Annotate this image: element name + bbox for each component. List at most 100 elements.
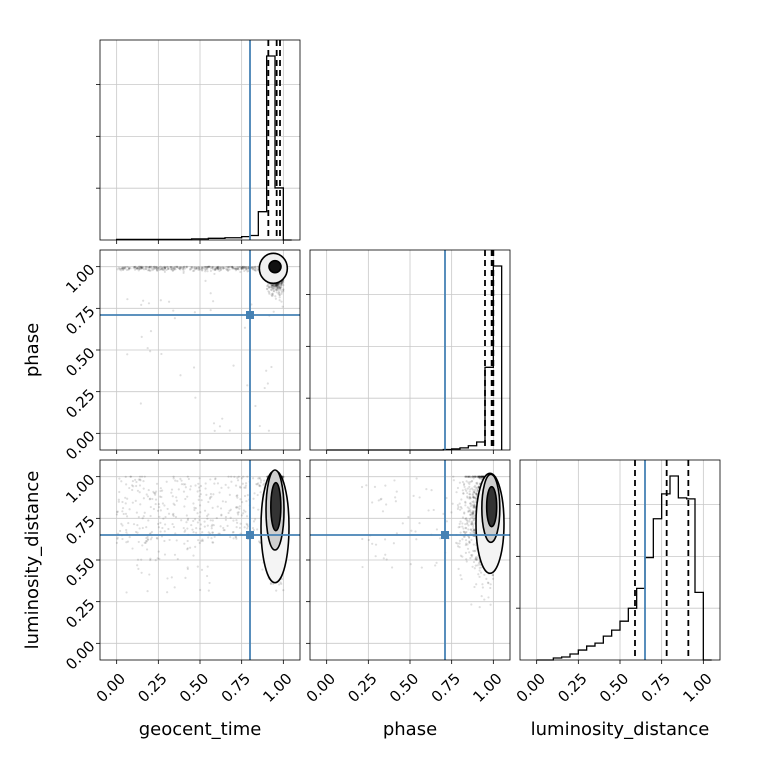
sample-point bbox=[121, 266, 124, 270]
sample-point bbox=[394, 496, 397, 499]
sample-point bbox=[266, 283, 270, 286]
sample-point bbox=[165, 268, 168, 271]
sample-point bbox=[236, 267, 240, 270]
x-tick-label: 0.50 bbox=[386, 670, 422, 706]
sample-point bbox=[182, 266, 185, 269]
sample-point bbox=[280, 281, 283, 284]
sample-point bbox=[252, 266, 255, 269]
sample-point bbox=[208, 265, 211, 269]
sample-point bbox=[469, 502, 472, 505]
sample-point bbox=[278, 293, 281, 296]
sample-point bbox=[197, 266, 201, 269]
sample-point bbox=[445, 496, 448, 500]
sample-point bbox=[475, 493, 478, 496]
sample-point bbox=[140, 558, 143, 561]
sample-point bbox=[196, 490, 199, 493]
sample-point bbox=[481, 475, 484, 478]
sample-point bbox=[477, 573, 480, 576]
sample-point bbox=[393, 479, 396, 482]
sample-point bbox=[477, 561, 481, 565]
sample-point bbox=[251, 268, 254, 271]
sample-point bbox=[195, 267, 198, 271]
sample-point bbox=[206, 517, 209, 520]
sample-point bbox=[206, 270, 209, 273]
sample-point bbox=[459, 520, 462, 523]
sample-point bbox=[240, 266, 243, 269]
sample-point bbox=[471, 493, 474, 496]
sample-point bbox=[191, 528, 194, 531]
sample-point bbox=[471, 475, 474, 478]
sample-point bbox=[271, 284, 275, 288]
sample-point bbox=[144, 266, 147, 269]
sample-point bbox=[259, 481, 262, 484]
sample-point bbox=[473, 488, 477, 492]
sample-point bbox=[478, 575, 481, 578]
sample-point bbox=[467, 475, 471, 478]
sample-point bbox=[282, 475, 285, 478]
sample-point bbox=[480, 475, 483, 478]
sample-point bbox=[251, 527, 255, 530]
sample-point bbox=[175, 539, 178, 542]
sample-point bbox=[464, 475, 468, 478]
sample-point bbox=[475, 558, 478, 561]
sample-point bbox=[159, 487, 162, 490]
sample-point bbox=[167, 300, 171, 303]
sample-point bbox=[190, 266, 193, 269]
sample-point bbox=[224, 483, 227, 486]
sample-point bbox=[127, 268, 130, 271]
sample-point bbox=[275, 285, 279, 288]
sample-point bbox=[161, 502, 165, 505]
sample-point bbox=[472, 519, 475, 522]
sample-point bbox=[190, 266, 194, 269]
x-tick-label: 0.50 bbox=[176, 670, 212, 706]
sample-point bbox=[464, 475, 467, 478]
x-tick-label: 0.25 bbox=[134, 670, 170, 706]
sample-point bbox=[224, 267, 227, 270]
sample-point bbox=[213, 268, 217, 271]
sample-point bbox=[462, 492, 465, 495]
sample-point bbox=[136, 531, 139, 534]
sample-point bbox=[200, 499, 203, 502]
sample-point bbox=[465, 518, 468, 522]
sample-point bbox=[169, 265, 172, 269]
x-tick-label: 0.00 bbox=[93, 670, 129, 706]
sample-point bbox=[226, 269, 230, 273]
sample-point bbox=[146, 495, 150, 498]
y-tick-label: 0.00 bbox=[62, 637, 98, 673]
sample-point bbox=[233, 267, 236, 270]
sample-point bbox=[129, 475, 133, 478]
sample-point bbox=[199, 527, 202, 530]
sample-point bbox=[464, 526, 467, 529]
sample-point bbox=[177, 488, 180, 491]
sample-point bbox=[216, 265, 219, 269]
sample-point bbox=[222, 267, 225, 270]
sample-point bbox=[169, 266, 172, 269]
sample-point bbox=[466, 543, 469, 546]
sample-point bbox=[277, 289, 280, 292]
sample-point bbox=[236, 494, 239, 497]
sample-point bbox=[235, 494, 238, 498]
sample-point bbox=[120, 480, 123, 483]
sample-point bbox=[172, 512, 175, 515]
sample-point bbox=[467, 524, 470, 527]
sample-point bbox=[129, 267, 132, 270]
sample-point bbox=[161, 266, 164, 269]
sample-point bbox=[213, 482, 216, 485]
x-tick-label: 1.00 bbox=[679, 670, 715, 706]
sample-point bbox=[163, 539, 166, 543]
sample-point bbox=[478, 475, 481, 478]
sample-point bbox=[280, 300, 283, 303]
sample-point bbox=[172, 525, 176, 529]
sample-point bbox=[250, 266, 254, 269]
sample-point bbox=[149, 269, 152, 272]
sample-point bbox=[278, 583, 281, 586]
sample-point bbox=[136, 266, 139, 269]
sample-point bbox=[276, 285, 279, 288]
sample-point bbox=[279, 283, 283, 286]
sample-point bbox=[241, 266, 244, 269]
sample-point bbox=[477, 486, 480, 489]
sample-point bbox=[472, 495, 475, 498]
sample-point bbox=[121, 268, 125, 272]
sample-point bbox=[160, 266, 163, 269]
sample-point bbox=[466, 491, 469, 495]
